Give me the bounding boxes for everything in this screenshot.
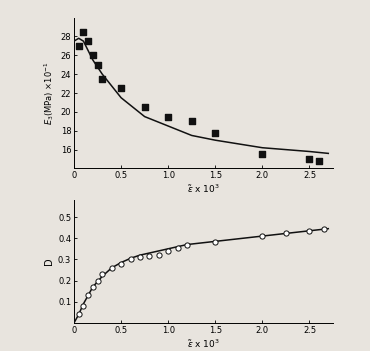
Point — [156, 252, 162, 258]
Point — [259, 152, 265, 157]
Y-axis label: $E_3$(MPa) $\times$10$^{-1}$: $E_3$(MPa) $\times$10$^{-1}$ — [43, 61, 57, 125]
Point — [321, 226, 327, 231]
Point — [95, 278, 101, 283]
Point — [90, 53, 96, 58]
Point — [76, 312, 82, 317]
Point — [212, 240, 218, 245]
Point — [212, 130, 218, 135]
Point — [99, 271, 105, 277]
Point — [99, 76, 105, 82]
Point — [147, 253, 152, 259]
Point — [95, 62, 101, 67]
Point — [189, 119, 195, 124]
Point — [80, 29, 86, 34]
Point — [118, 261, 124, 266]
Point — [128, 257, 134, 262]
X-axis label: $\tilde{\varepsilon}$ x 10$^3$: $\tilde{\varepsilon}$ x 10$^3$ — [187, 337, 220, 350]
Point — [165, 114, 171, 119]
Point — [85, 293, 91, 298]
Point — [109, 265, 115, 271]
Point — [306, 228, 312, 234]
Point — [175, 245, 181, 251]
X-axis label: $\tilde{\varepsilon}$ x 10$^3$: $\tilde{\varepsilon}$ x 10$^3$ — [187, 183, 220, 196]
Point — [306, 156, 312, 162]
Point — [90, 284, 96, 290]
Point — [283, 230, 289, 236]
Point — [76, 43, 82, 49]
Point — [184, 242, 190, 247]
Y-axis label: D: D — [44, 258, 54, 265]
Point — [259, 233, 265, 239]
Point — [85, 38, 91, 44]
Point — [137, 254, 143, 260]
Point — [80, 303, 86, 309]
Point — [142, 104, 148, 110]
Point — [118, 86, 124, 91]
Point — [165, 248, 171, 254]
Point — [316, 158, 322, 164]
